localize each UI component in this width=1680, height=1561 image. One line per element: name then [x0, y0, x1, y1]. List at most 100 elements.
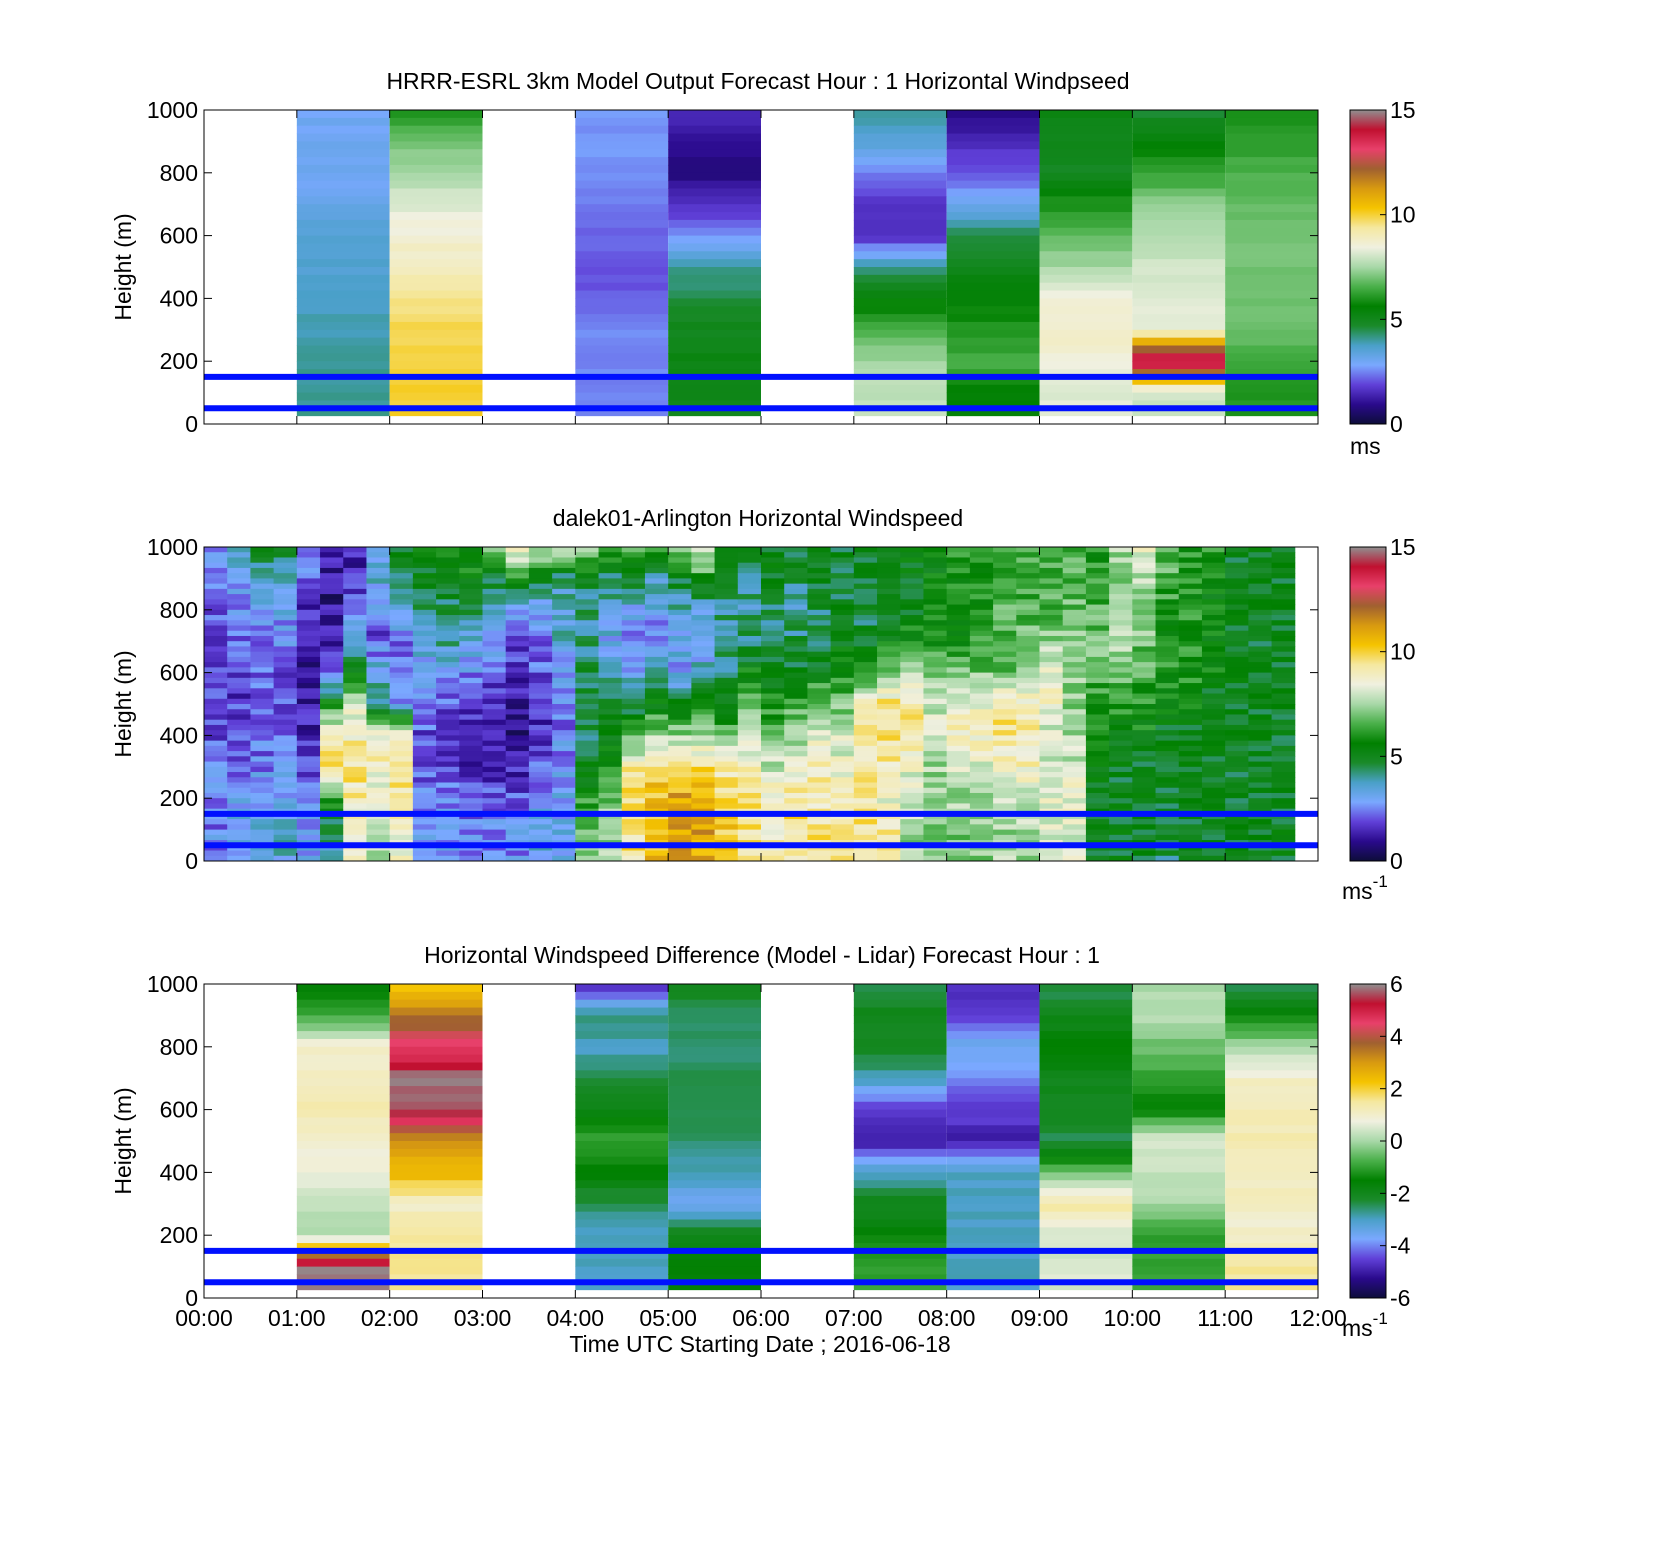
heatmap-cell: [575, 630, 600, 637]
heatmap-cell: [320, 641, 344, 647]
heatmap-cell: [668, 620, 692, 626]
heatmap-cell: [1178, 615, 1203, 621]
heatmap-cell: [250, 620, 275, 626]
heatmap-cell: [1039, 583, 1064, 590]
heatmap-cell: [528, 829, 553, 836]
heatmap-cell: [1225, 212, 1318, 221]
heatmap-cell: [552, 578, 576, 585]
heatmap-cell: [1225, 740, 1249, 747]
heatmap-cell: [1039, 573, 1064, 579]
heatmap-cell: [853, 567, 878, 574]
heatmap-cell: [598, 615, 623, 621]
heatmap-cell: [227, 667, 251, 674]
heatmap-cell: [389, 787, 414, 794]
heatmap-cell: [552, 552, 576, 558]
heatmap-cell: [227, 751, 251, 757]
heatmap-cell: [830, 662, 855, 668]
heatmap-cell: [737, 609, 762, 616]
heatmap-cell: [1039, 188, 1133, 197]
x-tick-label: 05:00: [639, 1305, 697, 1331]
heatmap-cell: [482, 829, 507, 836]
heatmap-cell: [1039, 1046, 1133, 1056]
heatmap-cell: [784, 772, 808, 778]
heatmap-cell: [923, 772, 948, 778]
heatmap-cell: [1132, 683, 1157, 689]
heatmap-cell: [227, 855, 251, 862]
heatmap-cell: [993, 709, 1017, 715]
heatmap-cell: [575, 1046, 669, 1056]
heatmap-cell: [784, 777, 808, 783]
heatmap-cell: [1201, 557, 1226, 564]
heatmap-cell: [900, 850, 924, 857]
heatmap-cell: [691, 547, 716, 553]
heatmap-cell: [1039, 204, 1133, 213]
heatmap-cell: [505, 656, 530, 663]
heatmap-cell: [761, 855, 785, 862]
heatmap-cell: [923, 698, 948, 705]
heatmap-cell: [552, 829, 576, 836]
heatmap-cell: [668, 798, 692, 804]
heatmap-cell: [946, 683, 971, 689]
heatmap-cell: [853, 1164, 947, 1173]
heatmap-cell: [1225, 369, 1318, 378]
heatmap-cell: [575, 400, 669, 409]
heatmap-cell: [598, 824, 623, 831]
heatmap-cell: [1201, 824, 1226, 831]
heatmap-cell: [436, 672, 460, 679]
heatmap-cell: [946, 259, 1040, 268]
heatmap-cell: [807, 798, 832, 804]
heatmap-cell: [1039, 1172, 1133, 1181]
heatmap-cell: [343, 573, 367, 579]
heatmap-cell: [204, 709, 228, 715]
heatmap-cell: [668, 719, 692, 726]
heatmap-cell: [227, 594, 251, 600]
heatmap-cell: [1271, 547, 1296, 553]
heatmap-cell: [1039, 1266, 1133, 1275]
heatmap-cell: [273, 562, 298, 569]
heatmap-cell: [575, 1203, 669, 1213]
heatmap-cell: [1039, 714, 1064, 721]
heatmap-cell: [1248, 588, 1273, 595]
heatmap-cell: [737, 724, 762, 731]
heatmap-cell: [1132, 408, 1226, 417]
heatmap-cell: [343, 735, 367, 742]
heatmap-cell: [528, 751, 553, 757]
heatmap-cell: [1178, 777, 1203, 783]
heatmap-cell: [668, 787, 692, 794]
heatmap-cell: [877, 599, 901, 606]
heatmap-cell: [389, 282, 483, 292]
heatmap-cell: [1132, 724, 1157, 731]
heatmap-cell: [528, 573, 553, 579]
heatmap-cell: [853, 1117, 947, 1126]
heatmap-cell: [1016, 667, 1040, 674]
heatmap-cell: [1225, 1031, 1318, 1040]
heatmap-cell: [923, 693, 948, 700]
heatmap-cell: [598, 635, 623, 642]
heatmap-cell: [250, 834, 275, 841]
heatmap-cell: [784, 547, 808, 553]
heatmap-cell: [946, 662, 971, 668]
heatmap-cell: [877, 625, 901, 632]
heatmap-cell: [227, 850, 251, 857]
heatmap-cell: [366, 641, 391, 647]
heatmap-cell: [250, 772, 275, 778]
panel-lidar-ylabel: Height (m): [110, 650, 136, 757]
heatmap-cell: [320, 625, 344, 632]
heatmap-cell: [969, 646, 994, 653]
heatmap-cell: [273, 745, 298, 752]
heatmap-cell: [691, 620, 716, 626]
heatmap-cell: [1016, 557, 1040, 564]
heatmap-cell: [575, 1078, 669, 1087]
heatmap-cell: [1155, 683, 1180, 689]
heatmap-cell: [250, 719, 275, 726]
heatmap-cell: [1201, 777, 1226, 783]
heatmap-cell: [204, 819, 228, 825]
heatmap-cell: [296, 1070, 390, 1079]
heatmap-cell: [389, 567, 414, 574]
heatmap-cell: [482, 714, 507, 721]
heatmap-cell: [1039, 392, 1133, 401]
heatmap-cell: [853, 125, 947, 135]
heatmap-cell: [366, 745, 391, 752]
heatmap-cell: [946, 1007, 1040, 1016]
heatmap-cell: [993, 798, 1017, 804]
